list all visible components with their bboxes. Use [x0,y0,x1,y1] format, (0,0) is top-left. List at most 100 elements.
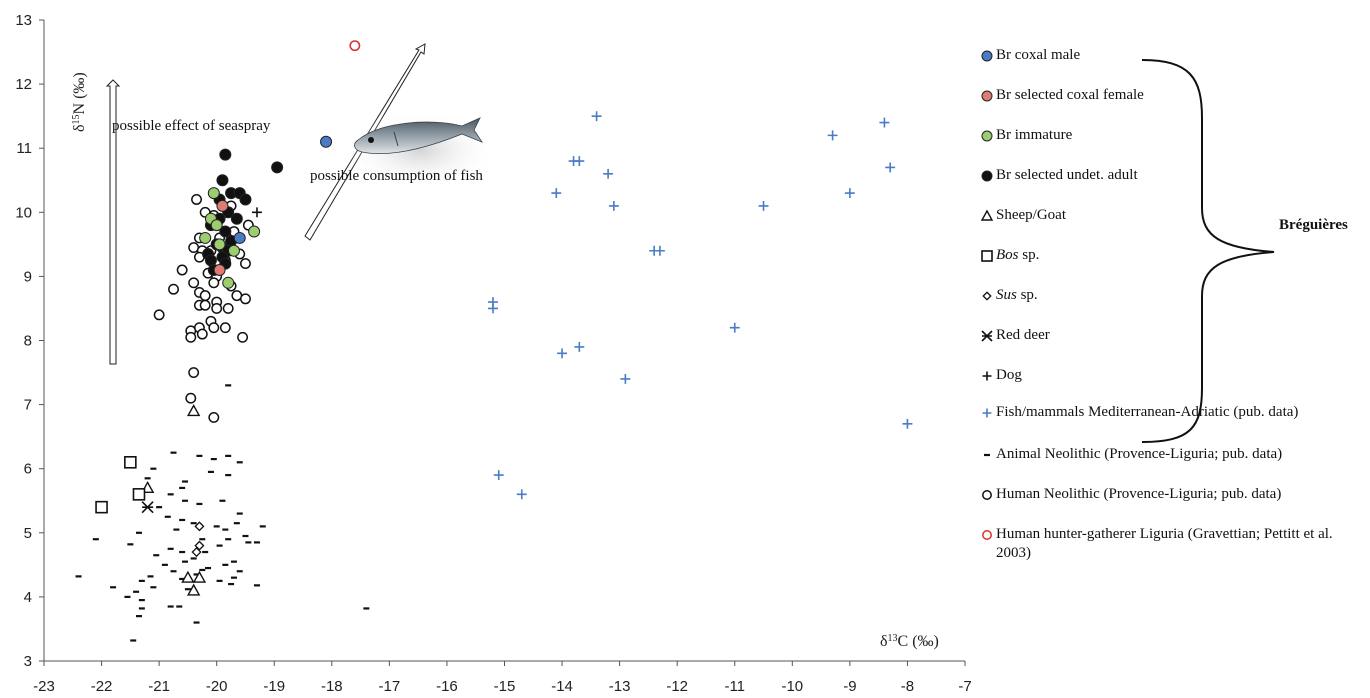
x-tick-label: -19 [263,678,285,695]
y-tick-label: 6 [24,461,32,478]
data-point [551,188,562,199]
data-point [237,331,249,343]
x-tick-label: -7 [958,678,971,695]
legend-label: Dog [996,367,1022,383]
star-icon [981,330,993,342]
legend-label: Red deer [996,327,1050,343]
data-point [271,161,284,174]
legend-item: Br selected undet. adult [980,166,1356,185]
legend: Br coxal male Br selected coxal female Br … [980,40,1365,640]
y-tick-label: 13 [15,12,32,29]
circle-filled-icon [981,170,993,182]
annotations: possible effect of seaspray possible con… [105,43,498,365]
legend-item: Animal Neolithic (Provence-Liguria; pub.… [980,445,1356,464]
data-point [208,411,220,423]
data-point [827,130,838,141]
data-point [844,188,855,199]
series-11 [153,194,254,423]
data-point [192,570,207,583]
data-point [168,283,179,295]
legend-label: Br immature [996,127,1073,143]
data-point [222,303,234,314]
series-1 [213,199,229,276]
square-icon [981,250,993,262]
data-point [349,40,361,52]
data-point [191,194,202,205]
x-tick-label: -12 [666,678,688,695]
data-point [124,455,137,469]
series-12 [349,40,361,52]
data-point [153,309,165,321]
series-8 [252,207,262,218]
legend-label: Br selected undet. adult [996,167,1138,183]
group-label-breguieres: Bréguières [1279,217,1348,233]
data-point [207,187,220,200]
data-point [758,200,769,211]
data-point [608,200,619,211]
data-point [219,322,231,334]
data-point [208,322,220,334]
data-point [191,546,202,558]
data-points [75,40,913,642]
plus-icon [982,408,992,418]
data-point [199,290,211,302]
x-tick-label: -8 [901,678,914,695]
y-tick-label: 9 [24,268,32,285]
data-point [574,341,585,352]
circle-filled-icon [981,130,993,142]
data-point [591,111,602,122]
data-point [199,299,211,311]
data-point [213,263,226,276]
series-9 [488,111,913,500]
data-point [222,276,235,289]
series-6 [191,521,205,558]
data-point [654,245,665,256]
data-point [320,135,333,148]
legend-item: Dog [980,366,1356,385]
fish-image [342,110,498,190]
y-tick-label: 7 [24,397,32,414]
data-point [879,117,890,128]
data-point [574,156,585,166]
y-tick-label: 11 [16,140,32,157]
data-point [185,331,197,343]
data-point [219,148,232,161]
y-tick-label: 5 [24,525,32,542]
data-point [176,264,188,276]
x-tick-label: -11 [724,678,745,695]
data-point [210,219,223,232]
y-tick-label: 10 [15,204,32,221]
legend-item: Fish/mammals Mediterranean-Adriatic (pub… [980,403,1356,422]
data-point [885,162,896,173]
series-0 [233,135,333,244]
data-point [188,367,200,378]
x-tick-label: -15 [494,678,516,695]
data-point [194,521,205,532]
legend-label: Human hunter-gatherer Liguria (Gravettia… [996,526,1333,561]
data-point [186,583,201,596]
circle-filled-icon [981,90,993,102]
data-point [132,488,146,501]
seaspray-arrow [105,79,121,365]
x-tick-label: -14 [551,678,573,695]
circle-open-icon [982,490,992,500]
data-point [729,322,740,333]
data-point [186,404,201,417]
legend-item: Red deer [980,326,1356,345]
series-4 [140,404,207,596]
data-point [603,168,614,179]
data-point [185,392,197,404]
data-point [230,212,243,225]
data-point [233,231,246,244]
legend-label: Human Neolithic (Provence-Liguria; pub. … [996,486,1282,502]
x-tick-label: -13 [609,678,631,695]
y-tick-label: 4 [24,589,32,606]
legend-label: Fish/mammals Mediterranean-Adriatic (pub… [996,404,1299,420]
data-point [240,293,251,305]
series-5 [95,455,146,514]
legend-item: Human hunter-gatherer Liguria (Gravettia… [980,525,1356,563]
annotation-seaspray: possible effect of seaspray [112,118,271,134]
annotation-fish: possible consumption of fish [310,168,483,184]
data-point [240,258,251,270]
